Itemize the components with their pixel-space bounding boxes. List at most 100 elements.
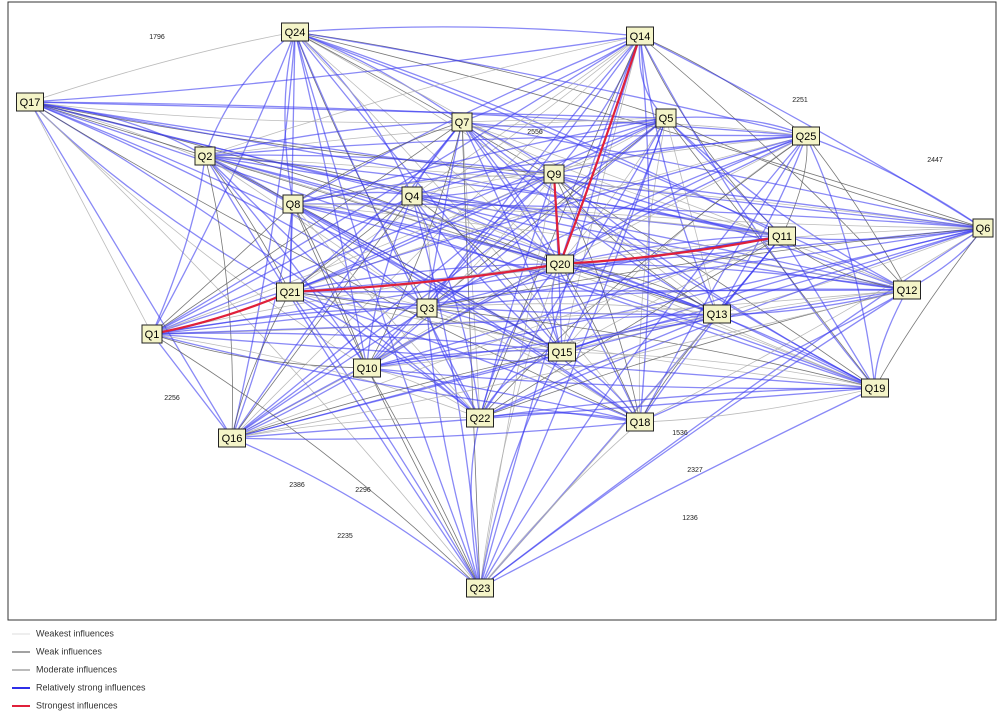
edge <box>292 203 368 369</box>
edge <box>231 173 555 439</box>
edge <box>231 263 561 439</box>
edge <box>151 313 718 335</box>
edge <box>151 155 206 335</box>
edge <box>292 203 481 419</box>
edge <box>29 31 296 103</box>
node-box <box>466 408 494 428</box>
edge <box>665 117 876 389</box>
edge <box>479 117 667 589</box>
edge <box>151 333 481 419</box>
edge <box>289 173 555 293</box>
edge <box>665 117 984 229</box>
edge <box>479 351 563 589</box>
edge <box>479 289 908 589</box>
edge <box>426 307 563 353</box>
node-label: Q18 <box>630 417 651 429</box>
edge <box>231 291 291 439</box>
edge <box>231 31 296 439</box>
edge <box>559 235 783 265</box>
edge <box>292 121 463 205</box>
edge <box>294 31 908 291</box>
node-label: Q19 <box>865 383 886 395</box>
edge <box>479 235 783 589</box>
edge <box>289 289 908 293</box>
edge <box>553 135 807 175</box>
edge <box>151 227 984 335</box>
edge <box>411 195 563 353</box>
edge <box>561 289 908 353</box>
edge <box>204 155 984 229</box>
edge <box>561 351 876 389</box>
edge <box>559 263 908 291</box>
edge <box>366 227 984 369</box>
edge <box>292 203 908 291</box>
edge <box>294 31 413 197</box>
edge <box>231 289 908 439</box>
legend-label: Moderate influences <box>36 664 118 674</box>
edge <box>151 195 413 335</box>
edge <box>366 313 718 369</box>
edge-label: 2556 <box>527 129 543 136</box>
edge <box>292 203 783 237</box>
node-box <box>282 194 304 214</box>
edge <box>289 291 641 423</box>
strong-edge <box>151 290 291 336</box>
edge <box>29 101 807 137</box>
node-box <box>218 428 246 448</box>
edge <box>411 195 876 389</box>
node-box <box>416 298 438 318</box>
edge-label: 2327 <box>687 467 703 474</box>
edge <box>781 235 876 389</box>
edge-label: 2251 <box>792 97 808 104</box>
node-box <box>703 304 731 324</box>
edge <box>426 307 876 389</box>
edge-label: 2256 <box>164 395 180 402</box>
node-label: Q22 <box>470 413 491 425</box>
edge <box>461 121 783 237</box>
edge <box>366 367 641 423</box>
node-label: Q12 <box>897 285 918 297</box>
edge <box>294 31 563 353</box>
legend-label: Strongest influences <box>36 700 118 710</box>
edge <box>151 333 233 439</box>
node-box <box>16 92 44 112</box>
edge <box>29 101 555 175</box>
edge <box>151 333 876 389</box>
node-label: Q24 <box>285 27 306 39</box>
edge-label: 2235 <box>337 533 353 540</box>
node-label: Q11 <box>772 231 792 243</box>
edge <box>426 303 718 315</box>
node-box <box>401 186 423 206</box>
edge <box>231 235 783 439</box>
edge <box>479 313 718 419</box>
node-label: Q23 <box>470 583 491 595</box>
edge-label: 1536 <box>672 430 688 437</box>
edge <box>479 263 561 419</box>
edge <box>411 117 667 197</box>
node-box <box>655 108 677 128</box>
node-box <box>451 112 473 132</box>
edge <box>426 35 641 309</box>
edge <box>289 291 718 315</box>
edge <box>639 35 718 315</box>
edge <box>366 367 481 589</box>
edge <box>151 307 428 335</box>
edge <box>29 101 291 293</box>
node-label: Q15 <box>552 347 573 359</box>
edge <box>561 235 783 353</box>
edge-label: 1236 <box>682 515 698 522</box>
edge <box>553 173 984 229</box>
node-box <box>466 578 494 598</box>
edge <box>289 291 481 419</box>
edges <box>29 26 984 589</box>
edge <box>639 135 807 423</box>
edge <box>716 227 984 315</box>
legend-label: Weak influences <box>36 646 102 656</box>
edge <box>366 289 908 369</box>
edge-label: 1796 <box>149 34 165 41</box>
edge <box>289 35 641 293</box>
edge <box>479 387 876 419</box>
edge <box>29 101 667 119</box>
node-label: Q9 <box>547 169 562 181</box>
edge <box>151 333 481 589</box>
